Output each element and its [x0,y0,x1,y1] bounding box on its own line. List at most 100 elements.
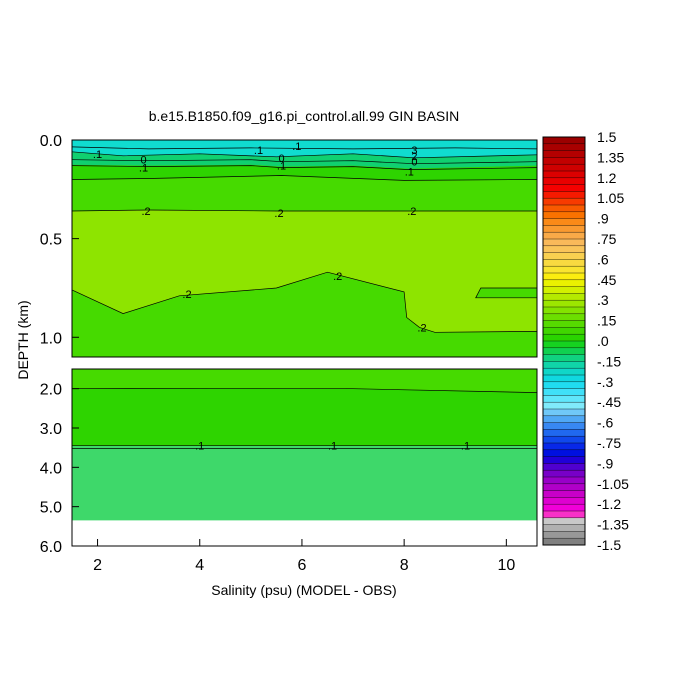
colorbar-swatch [543,477,585,485]
colorbar-label: 1.2 [597,170,617,186]
colorbar-label: 1.35 [597,149,624,165]
colorbar-swatch [543,429,585,437]
colorbar-label: .0 [597,333,609,349]
colorbar-swatch [543,449,585,457]
contour-label: .1 [292,141,301,153]
colorbar-swatch [543,252,585,260]
colorbar-swatch [543,497,585,505]
colorbar-swatch [543,293,585,301]
contour-line [475,287,537,299]
colorbar-swatch [543,443,585,451]
colorbar-swatch [543,436,585,444]
y-tick-label: 5.0 [40,500,62,517]
colorbar: 1.5 1.35 1.2 1.05 .9 .75 .6 .45 .3 .15 .0 -.15 -.3 -.… [542,129,629,553]
colorbar-swatch [543,511,585,519]
colorbar-label: -.3 [597,374,614,390]
y-tick-label: 0.5 [40,232,62,249]
contour-label: 3 [411,145,417,157]
colorbar-swatch [543,171,585,179]
contour-label: .1 [254,145,263,157]
colorbar-swatch [543,205,585,213]
colorbar-swatch [543,218,585,226]
colorbar-swatch [543,347,585,355]
contour-label: .1 [93,149,102,161]
x-tick-label: 2 [93,557,102,574]
contour-line [71,387,538,393]
contour-label: .1 [139,163,148,175]
colorbar-label: -1.2 [597,496,621,512]
y-tick-label: 3.0 [40,421,62,438]
colorbar-swatch [543,395,585,403]
colorbar-swatch [543,279,585,287]
contour-label: .2 [142,206,151,218]
colorbar-swatch [543,402,585,410]
colorbar-swatch [543,198,585,206]
colorbar-swatch [543,286,585,294]
colorbar-swatch [543,354,585,362]
colorbar-label: -.9 [597,455,614,471]
colorbar-swatch [543,300,585,308]
colorbar-swatch [543,375,585,383]
chart-title: b.e15.B1850.f09_g16.pi_control.all.99 GI… [149,108,460,124]
colorbar-swatch [543,456,585,464]
colorbar-swatch [543,409,585,417]
contour-label: .1 [277,161,286,173]
colorbar-swatch [543,422,585,430]
colorbar-label: .9 [597,211,609,227]
fill-region-lower-deep-green [72,388,537,446]
contour-label: .1 [405,167,414,179]
fill-region-lower-green [72,369,537,393]
colorbar-label: -.15 [597,353,621,369]
contour-label: .2 [417,322,426,334]
contour-label: .2 [333,271,342,283]
contour-line [71,159,538,165]
contour-line [71,209,537,212]
y-axis-label: DEPTH (km) [15,300,31,379]
y-tick-label: 1.0 [40,330,62,347]
colorbar-swatch [543,341,585,349]
fill-region-cyan [72,140,537,158]
colorbar-swatch [543,191,585,199]
colorbar-swatch [543,266,585,274]
colorbar-swatch [543,538,585,546]
colorbar-swatch [543,184,585,192]
colorbar-swatch [543,504,585,512]
colorbar-label: .75 [597,231,617,247]
fill-region-bottom-green [72,445,537,521]
lower-panel: .1 .1 .1 2.0 3.0 4.0 5.0 6.0 2 4 6 8 10 [40,368,538,574]
colorbar-swatch [543,307,585,315]
colorbar-swatch [543,483,585,491]
colorbar-frame [542,136,586,546]
colorbar-swatch [543,320,585,328]
colorbar-swatch [543,334,585,342]
colorbar-swatch [543,143,585,151]
colorbar-swatch [543,245,585,253]
y-tick-label: 4.0 [40,460,62,477]
colorbar-swatch [543,490,585,498]
contour-line [71,271,538,333]
x-tick-label: 8 [400,557,409,574]
upper-panel-frame [71,139,538,358]
colorbar-label: -.45 [597,394,621,410]
colorbar-label: 1.5 [597,129,617,145]
contour-label: 0 [411,157,417,169]
colorbar-swatch [543,225,585,233]
colorbar-swatch [543,157,585,165]
colorbar-swatch [543,327,585,335]
colorbar-swatch [543,150,585,158]
contour-label: 0 [278,153,284,165]
x-tick-label: 10 [497,557,515,574]
contour-label: 2 [411,151,417,163]
colorbar-swatch [543,239,585,247]
colorbar-label: -.6 [597,415,614,431]
colorbar-swatch [543,361,585,369]
y-tick-label: 2.0 [40,382,62,399]
contour-line [71,151,538,159]
contour-line [71,165,538,170]
colorbar-label: .3 [597,292,609,308]
contour-label: .1 [328,441,337,453]
contour-label: .1 [461,441,470,453]
colorbar-swatch [543,531,585,539]
colorbar-swatch [543,388,585,396]
